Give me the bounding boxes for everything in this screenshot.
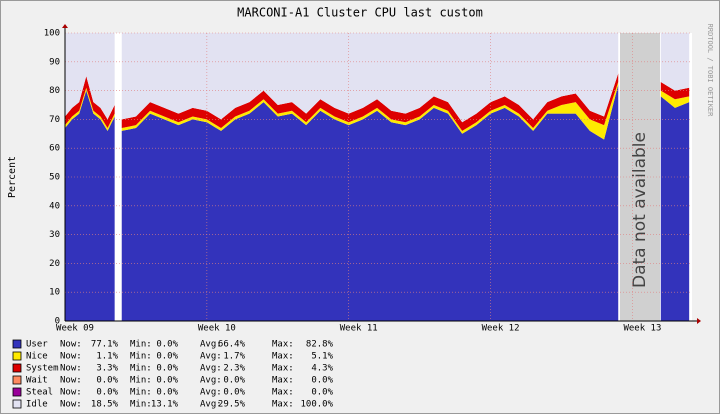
stat-value: 0.0% [156,376,178,386]
legend-swatch [12,399,22,409]
stat-value: 0.0% [311,388,333,398]
stat-label: Max: [272,352,294,362]
y-tick-label: 100 [44,29,60,39]
legend-label: System [26,364,59,374]
stat-value: 29.5% [218,400,246,410]
stat-label: Min: [130,352,152,362]
y-tick-label: 80 [49,86,60,96]
x-tick-label: Week 09 [56,324,94,334]
stat-label: Avg: [200,400,222,410]
y-tick-label: 70 [49,115,60,125]
stat-label: Avg: [200,340,222,350]
y-tick-label: 30 [49,230,60,240]
area [65,33,690,123]
legend-swatch [12,351,22,361]
x-tick-label: Week 11 [340,324,378,334]
watermark: RRDTOOL / TOBI OETIKER [706,24,714,118]
stat-label: Now: [60,376,82,386]
stat-label: Now: [60,364,82,374]
area [65,81,690,140]
stat-label: Max: [272,400,294,410]
legend-swatch [12,363,22,373]
stat-value: 0.0% [223,376,245,386]
legend-swatch [12,375,22,385]
stat-label: Now: [60,352,82,362]
stat-value: 13.1% [151,400,179,410]
annotation: Data not available [630,132,650,288]
stat-value: 82.8% [306,340,334,350]
legend-label: User [26,340,48,350]
stat-value: 0.0% [156,352,178,362]
stat-value: 0.0% [223,388,245,398]
stat-label: Min: [130,400,152,410]
stat-value: 0.0% [311,376,333,386]
stat-label: Max: [272,388,294,398]
y-axis-label: Percent [7,156,18,198]
stat-value: 1.1% [96,352,118,362]
y-tick-label: 0 [55,317,60,327]
legend-label: Nice [26,352,48,362]
x-tick-label: Week 10 [198,324,236,334]
stat-value: 4.3% [311,364,333,374]
area [65,73,690,131]
chart-title: MARCONI-A1 Cluster CPU last custom [237,6,483,20]
stat-label: Avg: [200,376,222,386]
legend-label: Wait [26,376,48,386]
legend-label: Idle [26,400,48,410]
y-tick-label: 10 [49,288,60,298]
stat-value: 18.5% [91,400,119,410]
stat-value: 77.1% [91,340,119,350]
x-axis-arrow [697,318,701,324]
y-tick-label: 40 [49,201,60,211]
y-tick-label: 90 [49,57,60,67]
x-tick-label: Week 12 [482,324,520,334]
stat-label: Now: [60,340,82,350]
area [65,84,690,321]
stat-value: 2.3% [223,364,245,374]
stat-value: 5.1% [311,352,333,362]
stat-label: Min: [130,340,152,350]
stat-label: Avg: [200,388,222,398]
stat-value: 3.3% [96,364,118,374]
stat-value: 100.0% [300,400,333,410]
legend-label: Steal [26,388,53,398]
stat-label: Max: [272,364,294,374]
y-tick-label: 50 [49,173,60,183]
stat-label: Min: [130,376,152,386]
y-tick-label: 20 [49,259,60,269]
y-axis-arrow [62,24,68,28]
stat-value: 0.0% [156,364,178,374]
stat-label: Max: [272,376,294,386]
stat-label: Min: [130,388,152,398]
stat-value: 0.0% [96,376,118,386]
stat-label: Now: [60,388,82,398]
stat-label: Avg: [200,364,222,374]
stat-label: Now: [60,400,82,410]
y-tick-label: 60 [49,144,60,154]
stat-label: Min: [130,364,152,374]
stat-value: 0.0% [156,340,178,350]
stat-value: 1.7% [223,352,245,362]
stat-label: Avg: [200,352,222,362]
stat-value: 0.0% [96,388,118,398]
x-tick-label: Week 13 [623,324,661,334]
stat-label: Max: [272,340,294,350]
stat-value: 0.0% [156,388,178,398]
legend-swatch [12,339,22,349]
stat-value: 66.4% [218,340,246,350]
legend-swatch [12,387,22,397]
